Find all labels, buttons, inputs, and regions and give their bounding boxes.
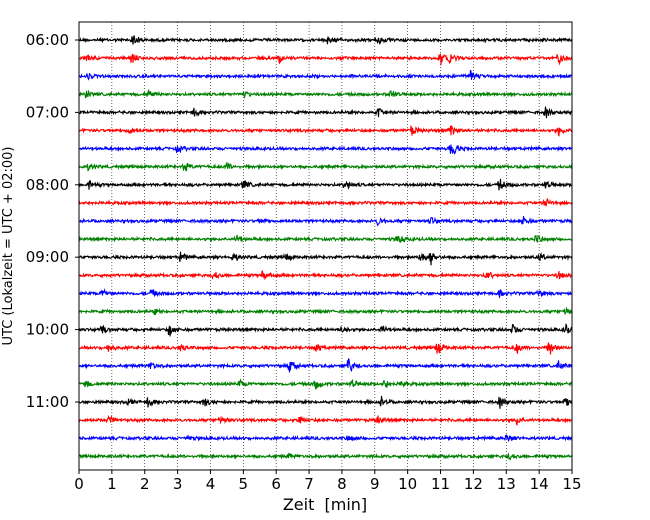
x-axis-label: Zeit [min] bbox=[283, 495, 367, 514]
x-tick-label: 5 bbox=[239, 475, 249, 493]
y-axis-ticks: 06:00 07:00 08:00 09:00 10:00 11:00 bbox=[26, 31, 79, 411]
x-tick-label: 13 bbox=[497, 475, 516, 493]
trace-row bbox=[78, 89, 573, 99]
x-tick-label: 8 bbox=[337, 475, 347, 493]
x-tick-label: 12 bbox=[464, 475, 483, 493]
trace-row bbox=[79, 342, 573, 355]
y-tick-label: 11:00 bbox=[26, 393, 69, 411]
trace-row bbox=[78, 106, 573, 119]
x-tick-label: 15 bbox=[562, 475, 581, 493]
trace-row bbox=[78, 452, 573, 461]
trace-row bbox=[78, 395, 573, 409]
trace-row bbox=[78, 216, 573, 227]
y-tick-label: 07:00 bbox=[26, 103, 69, 121]
trace-row bbox=[78, 162, 573, 172]
y-tick-label: 08:00 bbox=[26, 176, 69, 194]
x-tick-label: 6 bbox=[271, 475, 281, 493]
trace-row bbox=[78, 358, 573, 373]
trace-row bbox=[78, 144, 573, 155]
trace-row bbox=[78, 197, 573, 207]
trace-row bbox=[78, 378, 573, 390]
x-tick-label: 9 bbox=[370, 475, 380, 493]
x-tick-label: 1 bbox=[107, 475, 117, 493]
trace-row bbox=[78, 234, 573, 243]
plot-background bbox=[79, 22, 572, 470]
trace-row bbox=[78, 323, 573, 337]
trace-row bbox=[78, 178, 572, 191]
x-tick-label: 11 bbox=[431, 475, 450, 493]
trace-row bbox=[78, 414, 573, 426]
trace-group bbox=[78, 35, 573, 461]
y-tick-label: 06:00 bbox=[26, 31, 69, 49]
trace-row bbox=[78, 251, 573, 266]
x-tick-label: 2 bbox=[140, 475, 150, 493]
y-axis-label: UTC (Lokalzeit = UTC + 02:00) bbox=[1, 147, 16, 346]
trace-row bbox=[78, 69, 572, 81]
trace-row bbox=[78, 288, 573, 298]
y-tick-label: 09:00 bbox=[26, 248, 69, 266]
x-axis-ticks: 0 1 2 3 4 5 6 7 8 9 10 11 12 13 14 15 bbox=[74, 470, 582, 493]
x-tick-label: 10 bbox=[398, 475, 417, 493]
x-tick-label: 0 bbox=[74, 475, 84, 493]
trace-row bbox=[78, 53, 573, 66]
x-tick-label: 7 bbox=[304, 475, 314, 493]
plot-frame bbox=[78, 21, 573, 471]
trace-row bbox=[78, 125, 573, 137]
trace-row bbox=[78, 270, 573, 281]
trace-row bbox=[78, 434, 573, 442]
y-tick-label: 10:00 bbox=[26, 321, 69, 339]
trace-row bbox=[78, 35, 573, 45]
x-tick-label: 4 bbox=[206, 475, 216, 493]
x-tick-label: 3 bbox=[173, 475, 183, 493]
x-tick-label: 14 bbox=[530, 475, 549, 493]
trace-row bbox=[78, 306, 573, 316]
